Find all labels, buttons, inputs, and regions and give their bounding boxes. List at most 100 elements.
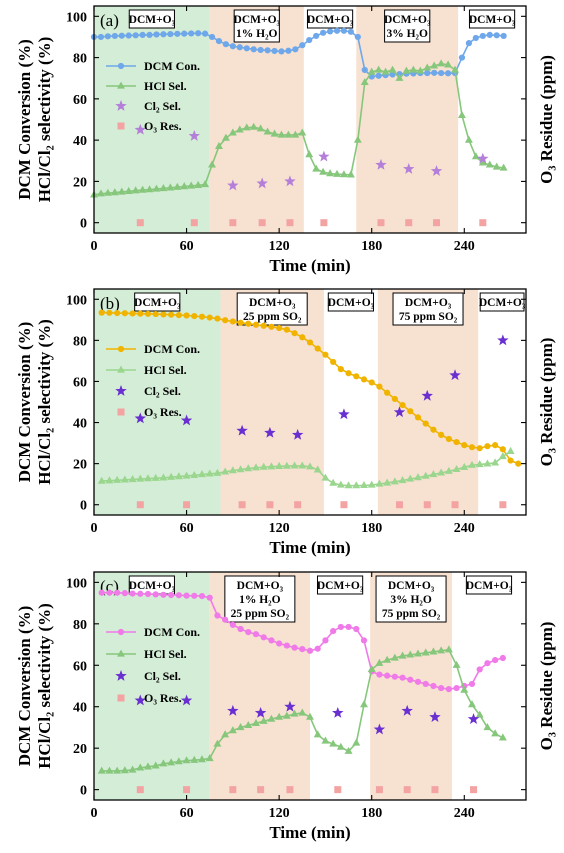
data-point — [294, 501, 302, 509]
data-point — [398, 651, 407, 659]
data-point — [353, 625, 360, 633]
data-point — [321, 736, 330, 744]
data-point — [479, 219, 487, 227]
data-point — [214, 612, 221, 619]
data-point — [206, 594, 213, 601]
data-point — [180, 414, 193, 426]
data-point — [499, 446, 506, 453]
x-tick-label: 240 — [454, 239, 475, 254]
data-point — [353, 373, 360, 380]
data-point — [260, 634, 267, 641]
data-point — [444, 466, 453, 474]
data-point — [136, 474, 145, 482]
data-point — [468, 680, 476, 688]
panel-label: (b) — [100, 294, 120, 313]
data-point — [159, 759, 168, 767]
legend-swatch — [117, 62, 125, 70]
region-band — [356, 6, 459, 233]
data-point — [145, 185, 154, 193]
region-label: 75 ppm SO₂ — [382, 608, 441, 620]
data-point — [252, 463, 260, 471]
data-point — [113, 475, 122, 483]
data-point — [277, 130, 286, 138]
data-point — [128, 475, 137, 483]
data-point — [144, 590, 152, 598]
data-point — [263, 127, 272, 135]
data-point — [175, 592, 182, 599]
data-point — [228, 466, 237, 474]
data-point — [206, 314, 213, 321]
data-point — [152, 184, 161, 192]
data-point — [252, 718, 260, 726]
data-point — [477, 152, 489, 164]
region-label-box — [468, 9, 516, 29]
region-label: DCM+O₃ — [466, 580, 513, 592]
data-point — [291, 644, 298, 651]
data-point — [129, 310, 136, 317]
data-point — [395, 73, 404, 81]
data-point — [360, 637, 368, 644]
legend-swatch — [117, 122, 125, 130]
data-point — [367, 665, 376, 673]
data-point — [228, 128, 237, 136]
data-point — [213, 468, 222, 476]
data-point — [244, 464, 253, 472]
data-point — [183, 501, 191, 509]
data-point — [403, 786, 411, 794]
data-point — [507, 457, 514, 464]
data-point — [291, 428, 304, 440]
region-label-box — [465, 575, 513, 595]
legend-swatch — [117, 81, 125, 89]
region-label: 1% H₂O — [239, 594, 281, 606]
region-label: DCM+O₃ — [328, 297, 375, 309]
data-point — [139, 31, 146, 38]
x-tick-label: 240 — [454, 521, 475, 536]
data-point — [484, 443, 491, 450]
data-point — [128, 765, 137, 773]
data-point — [129, 590, 136, 597]
data-point — [214, 315, 221, 322]
region-label: DCM+O₃ — [134, 297, 181, 309]
data-point — [175, 311, 182, 319]
data-point — [491, 458, 500, 466]
data-point — [313, 730, 322, 738]
data-point — [437, 646, 446, 654]
data-point — [201, 30, 209, 37]
data-point — [430, 61, 439, 69]
data-point — [264, 47, 271, 54]
legend-label: DCM Con. — [144, 342, 200, 356]
data-point — [476, 445, 483, 452]
data-point — [476, 666, 483, 673]
data-point — [399, 401, 406, 409]
data-point — [306, 647, 314, 654]
plot-frame — [93, 571, 527, 801]
data-point — [499, 163, 508, 171]
data-point — [195, 30, 202, 37]
x-tick-label: 0 — [91, 521, 98, 536]
data-point — [290, 709, 299, 717]
panel-label: (a) — [100, 11, 119, 30]
data-point — [167, 472, 176, 480]
data-point — [437, 468, 446, 476]
data-point — [138, 185, 147, 193]
x-tick-label: 120 — [269, 239, 290, 254]
data-point — [409, 65, 418, 73]
data-point — [173, 182, 182, 190]
data-point — [306, 462, 314, 470]
data-point — [144, 474, 152, 482]
data-point — [198, 313, 206, 320]
data-point — [453, 684, 460, 692]
region-label-box — [327, 292, 374, 312]
data-point — [284, 700, 296, 712]
data-point — [312, 164, 321, 172]
data-point — [468, 700, 476, 708]
region-label: 25 ppm SO₂ — [243, 311, 302, 323]
data-point — [105, 766, 114, 774]
data-point — [286, 219, 294, 227]
data-point — [125, 32, 132, 39]
x-tick-label: 60 — [180, 239, 194, 254]
data-point — [402, 66, 411, 74]
data-point — [235, 125, 244, 133]
data-point — [483, 723, 492, 731]
data-point — [414, 414, 422, 421]
